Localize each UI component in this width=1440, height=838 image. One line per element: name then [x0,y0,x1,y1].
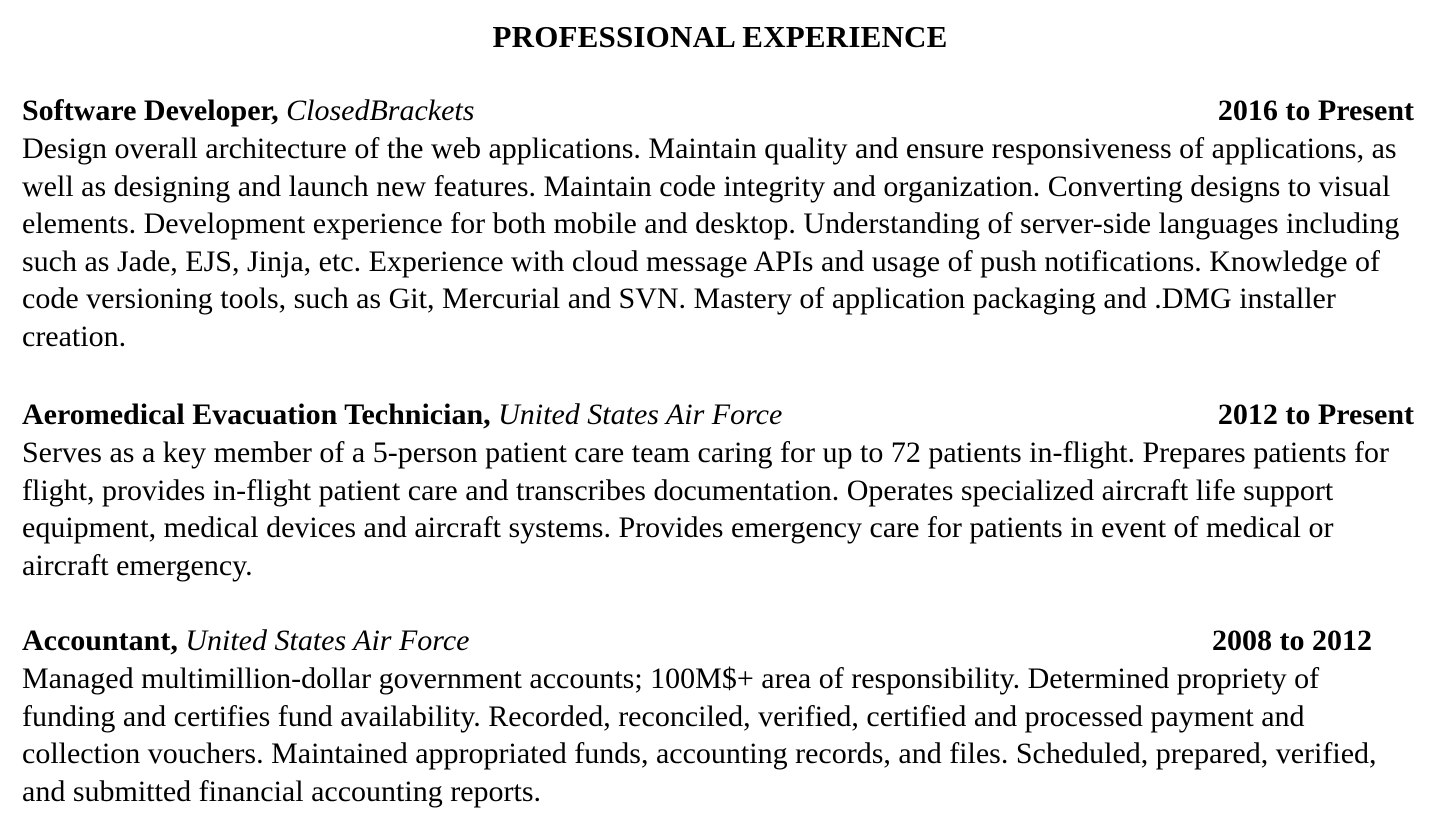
job-heading: Software Developer, ClosedBrackets [22,92,474,130]
job-entry: Accountant, United States Air Force 2008… [22,622,1414,810]
job-description: Managed multimillion-dollar government a… [22,662,1377,808]
job-heading: Accountant, United States Air Force [22,622,469,660]
job-title: Aeromedical Evacuation Technician, [22,398,491,431]
job-organization: ClosedBrackets [286,94,475,127]
job-title: Accountant, [22,624,178,657]
job-organization: United States Air Force [185,624,470,657]
job-header: Aeromedical Evacuation Technician, Unite… [22,396,1414,434]
job-dates: 2016 to Present [1217,94,1414,127]
job-header: Accountant, United States Air Force 2008… [22,622,1414,660]
job-dates: 2012 to Present [1217,398,1414,431]
job-entry: Software Developer, ClosedBrackets 2016 … [22,92,1414,356]
job-organization: United States Air Force [498,398,783,431]
job-description: Serves as a key member of a 5-person pat… [22,436,1390,582]
job-heading: Aeromedical Evacuation Technician, Unite… [22,396,782,434]
job-entry: Aeromedical Evacuation Technician, Unite… [22,396,1414,584]
job-dates: 2008 to 2012 [1212,624,1372,657]
job-description: Design overall architecture of the web a… [22,132,1400,353]
section-title: PROFESSIONAL EXPERIENCE [492,19,948,54]
job-header: Software Developer, ClosedBrackets 2016 … [22,92,1414,130]
job-title: Software Developer, [22,94,279,127]
